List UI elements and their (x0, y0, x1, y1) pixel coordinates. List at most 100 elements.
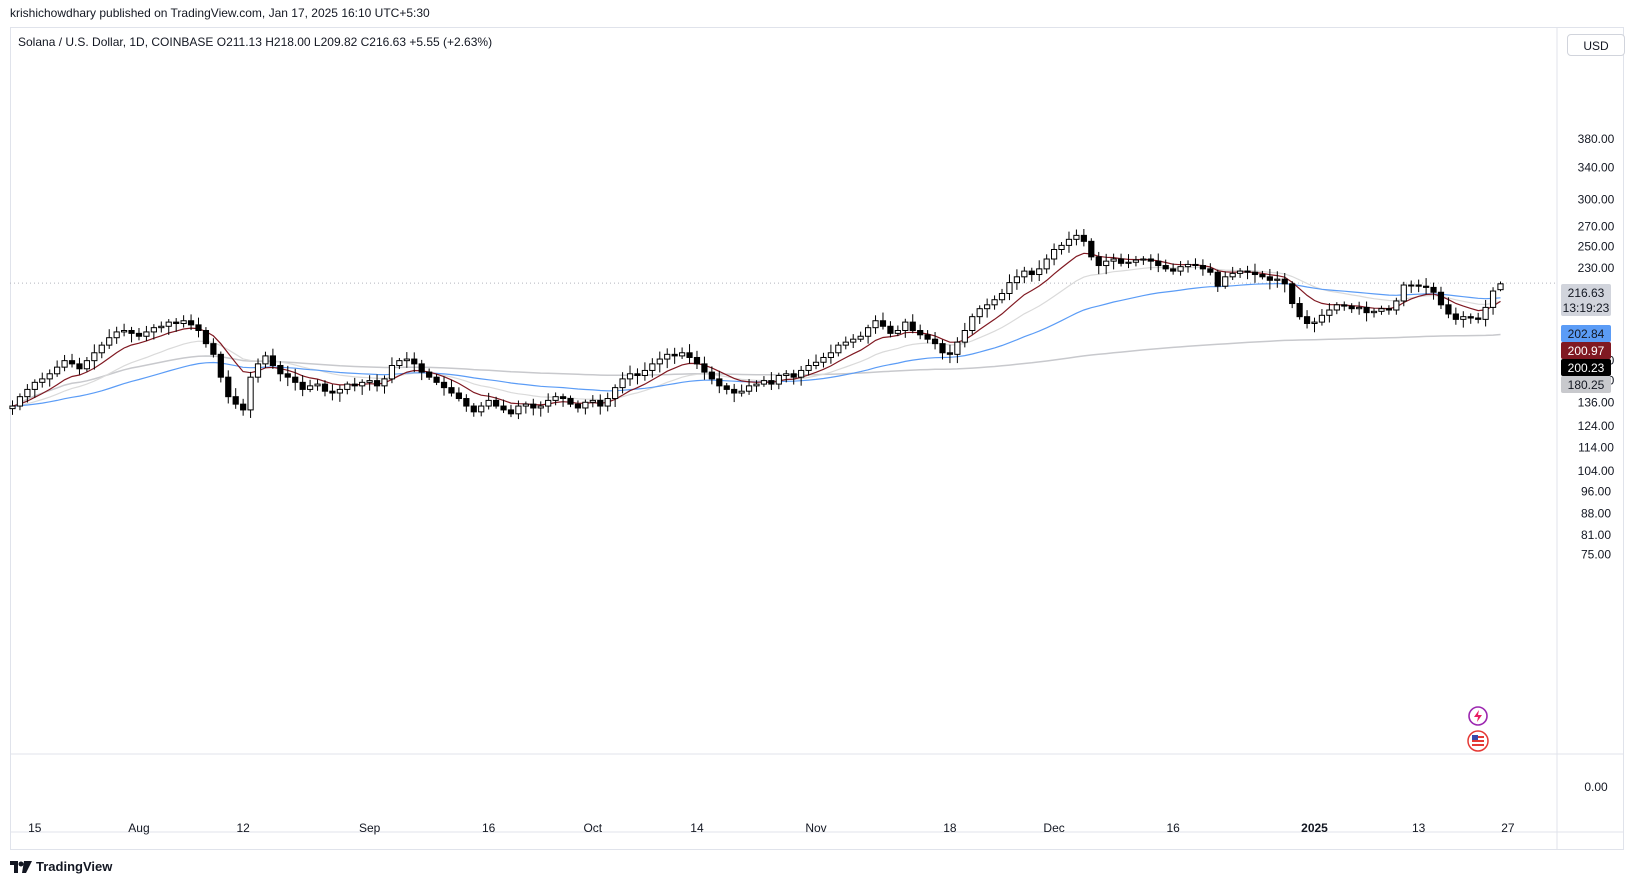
candle (500, 399, 507, 414)
candle-body (135, 332, 143, 337)
candle (1326, 303, 1333, 323)
candle-body (812, 361, 820, 367)
candle-body (1437, 291, 1445, 306)
candle (225, 370, 232, 404)
candle-body (1489, 290, 1497, 308)
candle-body (619, 378, 626, 389)
candle-body (723, 385, 730, 390)
currency-button[interactable]: USD (1567, 34, 1625, 56)
candle (559, 393, 567, 407)
candle-body (254, 363, 262, 378)
candle (76, 357, 83, 375)
candle-body (426, 371, 433, 378)
candle-body (582, 401, 589, 409)
candle-body (1036, 268, 1043, 276)
candle (738, 384, 745, 397)
candle-body (768, 380, 775, 385)
time-axis[interactable]: 15 Aug 12 Sep 16 Oct 14 Nov 18 Dec 16 2025 13 27 (28, 821, 1515, 835)
candle (597, 394, 604, 415)
candle-body (1125, 261, 1132, 264)
candle (373, 374, 381, 392)
candle (321, 380, 329, 397)
candle-body (1348, 305, 1355, 310)
candle-body (500, 405, 507, 411)
candle-body (850, 338, 857, 343)
candle-body (1341, 304, 1348, 307)
candle-body (1296, 303, 1303, 318)
candle (842, 336, 849, 350)
candle (909, 314, 916, 334)
candle-body (537, 405, 544, 409)
candle-body (39, 378, 46, 383)
candle (991, 295, 998, 310)
candle (954, 337, 961, 364)
candle-body (827, 352, 834, 358)
candle (463, 394, 470, 412)
candle (984, 298, 991, 318)
candle (515, 400, 522, 420)
candle-body (1475, 317, 1482, 320)
candle (507, 404, 515, 418)
candle (173, 318, 180, 332)
candle-body (664, 353, 671, 360)
price-label-box (1561, 376, 1611, 393)
x-tick-label: Aug (128, 821, 149, 835)
candle (403, 352, 410, 368)
candle (396, 357, 403, 370)
candle (24, 384, 31, 403)
x-tick-label: Dec (1043, 821, 1064, 835)
candle-body (31, 381, 38, 390)
candle (1170, 263, 1177, 275)
candle (641, 362, 648, 381)
candle-body (701, 363, 708, 373)
candle (664, 348, 671, 369)
publisher-line: krishichowdhary published on TradingView… (10, 6, 430, 20)
candle-body (1274, 278, 1281, 281)
candle (232, 388, 239, 409)
candle-body (1378, 308, 1385, 312)
candle (679, 347, 686, 359)
candle (1155, 253, 1162, 273)
candle (805, 359, 812, 376)
candle-body (1393, 300, 1400, 311)
candle (61, 354, 68, 372)
candle (1028, 267, 1035, 282)
candle (716, 370, 723, 394)
candle (1058, 242, 1065, 255)
candle (344, 381, 351, 395)
candle-body (790, 373, 797, 378)
us-flag-icon[interactable] (1467, 730, 1489, 752)
candle-body (1400, 284, 1407, 302)
candle (254, 358, 262, 383)
candle (381, 375, 388, 394)
candle-body (307, 385, 314, 390)
candle (1482, 299, 1489, 327)
candle (240, 398, 247, 416)
candle (1385, 305, 1393, 315)
candle (976, 305, 983, 324)
candle (1162, 259, 1169, 272)
candle-body (165, 321, 172, 327)
candle (1088, 238, 1095, 261)
candle-body (1013, 276, 1020, 284)
candle (1460, 311, 1467, 328)
candle-body (939, 343, 946, 354)
bolt-icon[interactable] (1468, 706, 1488, 726)
candle (1237, 268, 1244, 278)
price-label-box (1561, 284, 1611, 316)
candle (522, 401, 529, 414)
price-label-value: 200.23 (1568, 361, 1605, 375)
candle-body (225, 376, 232, 398)
candle-body (820, 356, 827, 363)
candle-body (1184, 263, 1192, 268)
candle (1348, 303, 1355, 313)
candle-body (515, 405, 522, 415)
tradingview-logo[interactable]: TradingView (10, 859, 112, 874)
candle (411, 352, 418, 373)
candle (1341, 301, 1348, 311)
price-axis[interactable]: 380.00340.00300.00270.00250.00230.00160.… (1578, 132, 1615, 794)
candle-body (1251, 271, 1259, 276)
candle-body (113, 331, 120, 339)
symbol-legend[interactable]: Solana / U.S. Dollar, 1D, COINBASE O211.… (18, 35, 493, 49)
